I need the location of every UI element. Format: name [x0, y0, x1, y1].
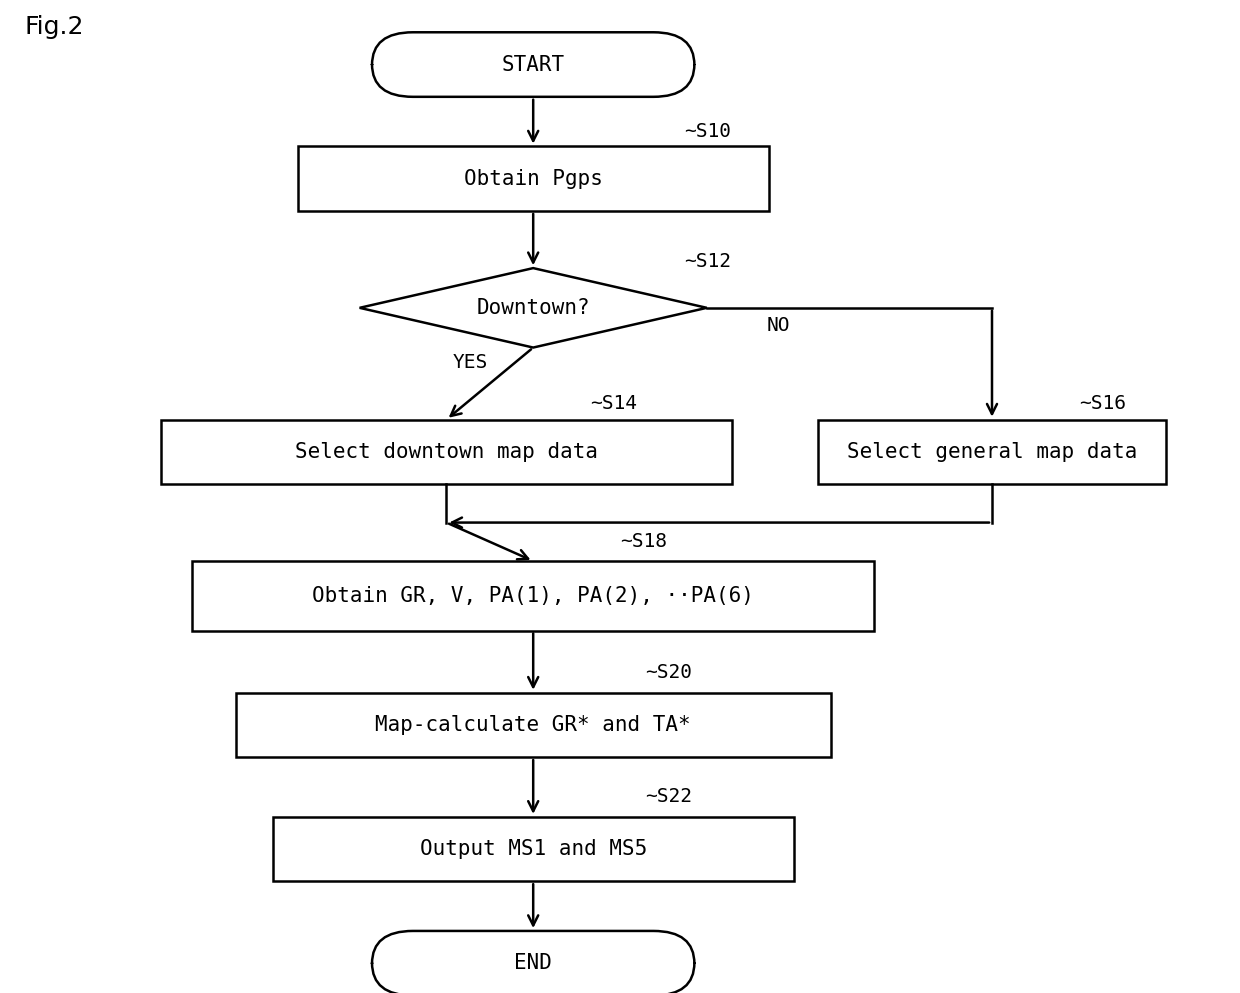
Text: Downtown?: Downtown? [476, 298, 590, 318]
Text: ~S12: ~S12 [684, 251, 732, 271]
Text: NO: NO [766, 316, 790, 336]
Text: Map-calculate GR* and TA*: Map-calculate GR* and TA* [376, 715, 691, 735]
Text: ~S10: ~S10 [684, 121, 732, 141]
Text: Obtain GR, V, PA(1), PA(2), ··PA(6): Obtain GR, V, PA(1), PA(2), ··PA(6) [312, 586, 754, 606]
Text: Obtain Pgps: Obtain Pgps [464, 169, 603, 189]
Text: Fig.2: Fig.2 [25, 15, 84, 39]
Text: START: START [502, 55, 564, 74]
Text: Select general map data: Select general map data [847, 442, 1137, 462]
Text: YES: YES [453, 353, 487, 372]
Polygon shape [360, 268, 707, 348]
Text: ~S20: ~S20 [645, 662, 692, 682]
Text: ~S22: ~S22 [645, 786, 692, 806]
FancyBboxPatch shape [372, 32, 694, 96]
Bar [161, 419, 732, 484]
Bar [236, 693, 831, 757]
Text: Output MS1 and MS5: Output MS1 and MS5 [419, 839, 647, 859]
Bar [818, 419, 1166, 484]
FancyBboxPatch shape [372, 931, 694, 993]
Text: ~S18: ~S18 [620, 531, 667, 551]
Text: ~S14: ~S14 [590, 393, 637, 413]
Text: END: END [515, 953, 552, 973]
Text: ~S16: ~S16 [1079, 393, 1126, 413]
Bar [298, 146, 769, 212]
Text: Select downtown map data: Select downtown map data [295, 442, 598, 462]
Bar [273, 816, 794, 882]
Bar [192, 561, 874, 631]
